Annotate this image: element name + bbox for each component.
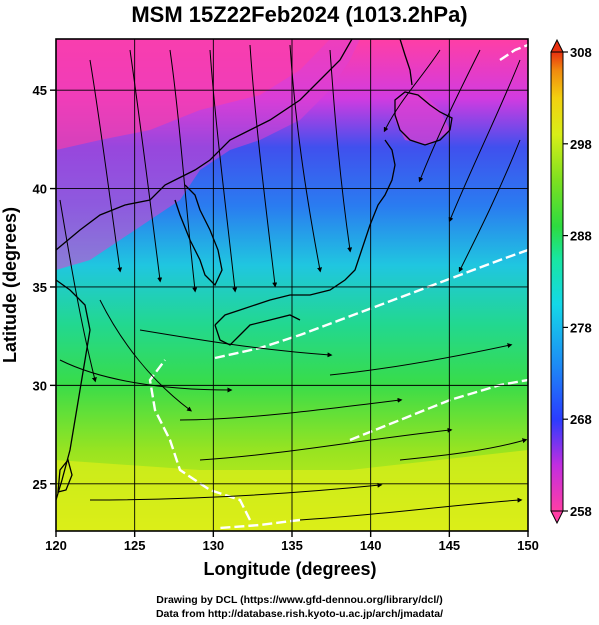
colorbar-bottom-arrow — [550, 510, 564, 525]
lon-tick-label: 125 — [124, 538, 146, 553]
colorbar-tick-label: 288 — [570, 229, 592, 244]
colorbar-tick-label: 278 — [570, 320, 592, 335]
lat-tick-label: 35 — [33, 280, 47, 295]
latitude-ticks: 25 30 35 40 45 — [33, 83, 56, 492]
colorbar-tick-label: 308 — [570, 45, 592, 60]
lat-tick-label: 45 — [33, 83, 47, 98]
colorbar-tick-label: 268 — [570, 412, 592, 427]
credit-drawing: Drawing by DCL (https://www.gfd-dennou.o… — [156, 594, 443, 606]
lat-tick-label: 25 — [33, 477, 47, 492]
lon-tick-label: 135 — [281, 538, 303, 553]
lat-tick-label: 40 — [33, 182, 47, 197]
colorbar-tick-label: 258 — [570, 504, 592, 519]
longitude-ticks: 120 125 130 135 140 145 150 — [45, 531, 539, 553]
lon-tick-label: 145 — [438, 538, 460, 553]
lon-tick-label: 140 — [360, 538, 382, 553]
isotherm-lines — [148, 43, 528, 530]
grid-lines — [56, 39, 528, 531]
colorbar-tick-label: 298 — [570, 137, 592, 152]
colorbar: 258 268 278 288 298 308 — [550, 38, 592, 525]
lon-tick-label: 150 — [517, 538, 539, 553]
colorbar-ticks: 258 268 278 288 298 308 — [563, 45, 592, 519]
lat-tick-label: 30 — [33, 378, 47, 393]
map-title: MSM 15Z22Feb2024 (1013.2hPa) — [131, 2, 468, 27]
colorbar-scale — [550, 51, 564, 512]
credit-data: Data from http://database.rish.kyoto-u.a… — [155, 608, 444, 620]
colorbar-top-arrow — [550, 38, 564, 53]
x-axis-label: Longitude (degrees) — [203, 559, 376, 579]
lon-tick-label: 120 — [45, 538, 67, 553]
lon-tick-label: 130 — [202, 538, 224, 553]
y-axis-label: Latitude (degrees) — [0, 207, 20, 363]
